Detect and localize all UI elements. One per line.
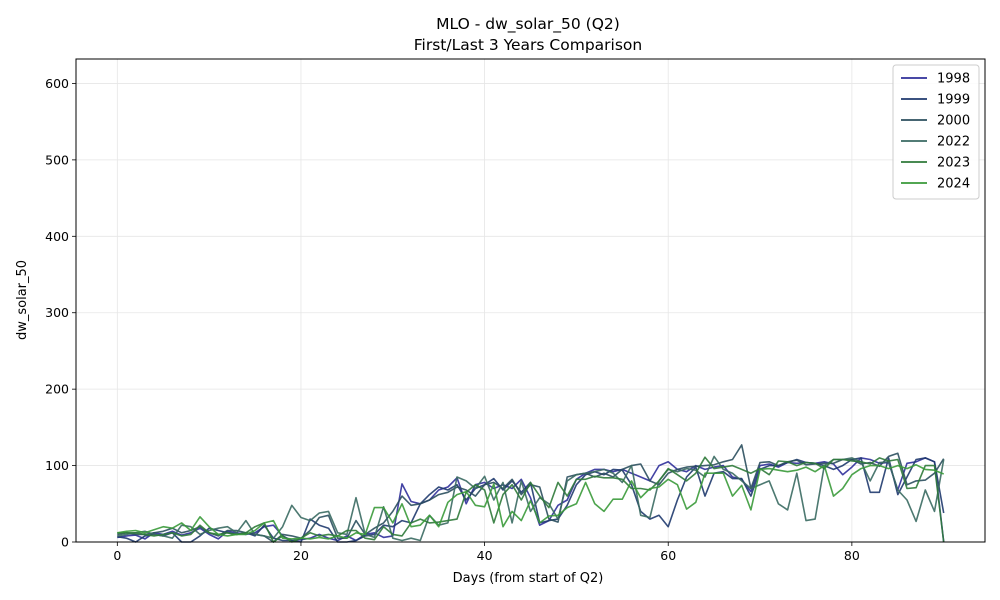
series-line-2024 — [117, 463, 945, 540]
x-tick-label: 20 — [293, 548, 309, 563]
y-tick-label: 500 — [45, 152, 69, 167]
y-tick-label: 100 — [45, 458, 69, 473]
x-tick-label: 60 — [660, 548, 676, 563]
x-tick-label: 40 — [477, 548, 493, 563]
y-tick-label: 0 — [61, 535, 69, 550]
series-line-2023 — [117, 456, 945, 543]
chart-subtitle: First/Last 3 Years Comparison — [414, 36, 642, 54]
y-tick-label: 300 — [45, 305, 69, 320]
series-line-2022 — [117, 455, 945, 542]
legend-label-1998: 1998 — [937, 72, 970, 87]
legend-label-2023: 2023 — [937, 156, 970, 171]
legend-label-2000: 2000 — [937, 114, 970, 129]
x-tick-label: 0 — [113, 548, 121, 563]
x-axis-label: Days (from start of Q2) — [453, 571, 604, 586]
series-lines — [117, 444, 945, 543]
chart-title: MLO - dw_solar_50 (Q2) — [436, 15, 620, 34]
axis-ticks: 0 20 40 60 80 0 100 200 300 400 500 600 — [45, 76, 860, 563]
y-tick-label: 200 — [45, 382, 69, 397]
y-tick-label: 600 — [45, 76, 69, 91]
y-axis-label: dw_solar_50 — [15, 260, 30, 340]
legend-label-1999: 1999 — [937, 93, 970, 108]
legend-label-2024: 2024 — [937, 177, 970, 192]
legend-label-2022: 2022 — [937, 135, 970, 150]
plot-frame — [75, 58, 986, 543]
legend: 1998 1999 2000 2022 2023 2024 — [892, 64, 980, 200]
x-tick-label: 80 — [844, 548, 860, 563]
y-tick-label: 400 — [45, 229, 69, 244]
